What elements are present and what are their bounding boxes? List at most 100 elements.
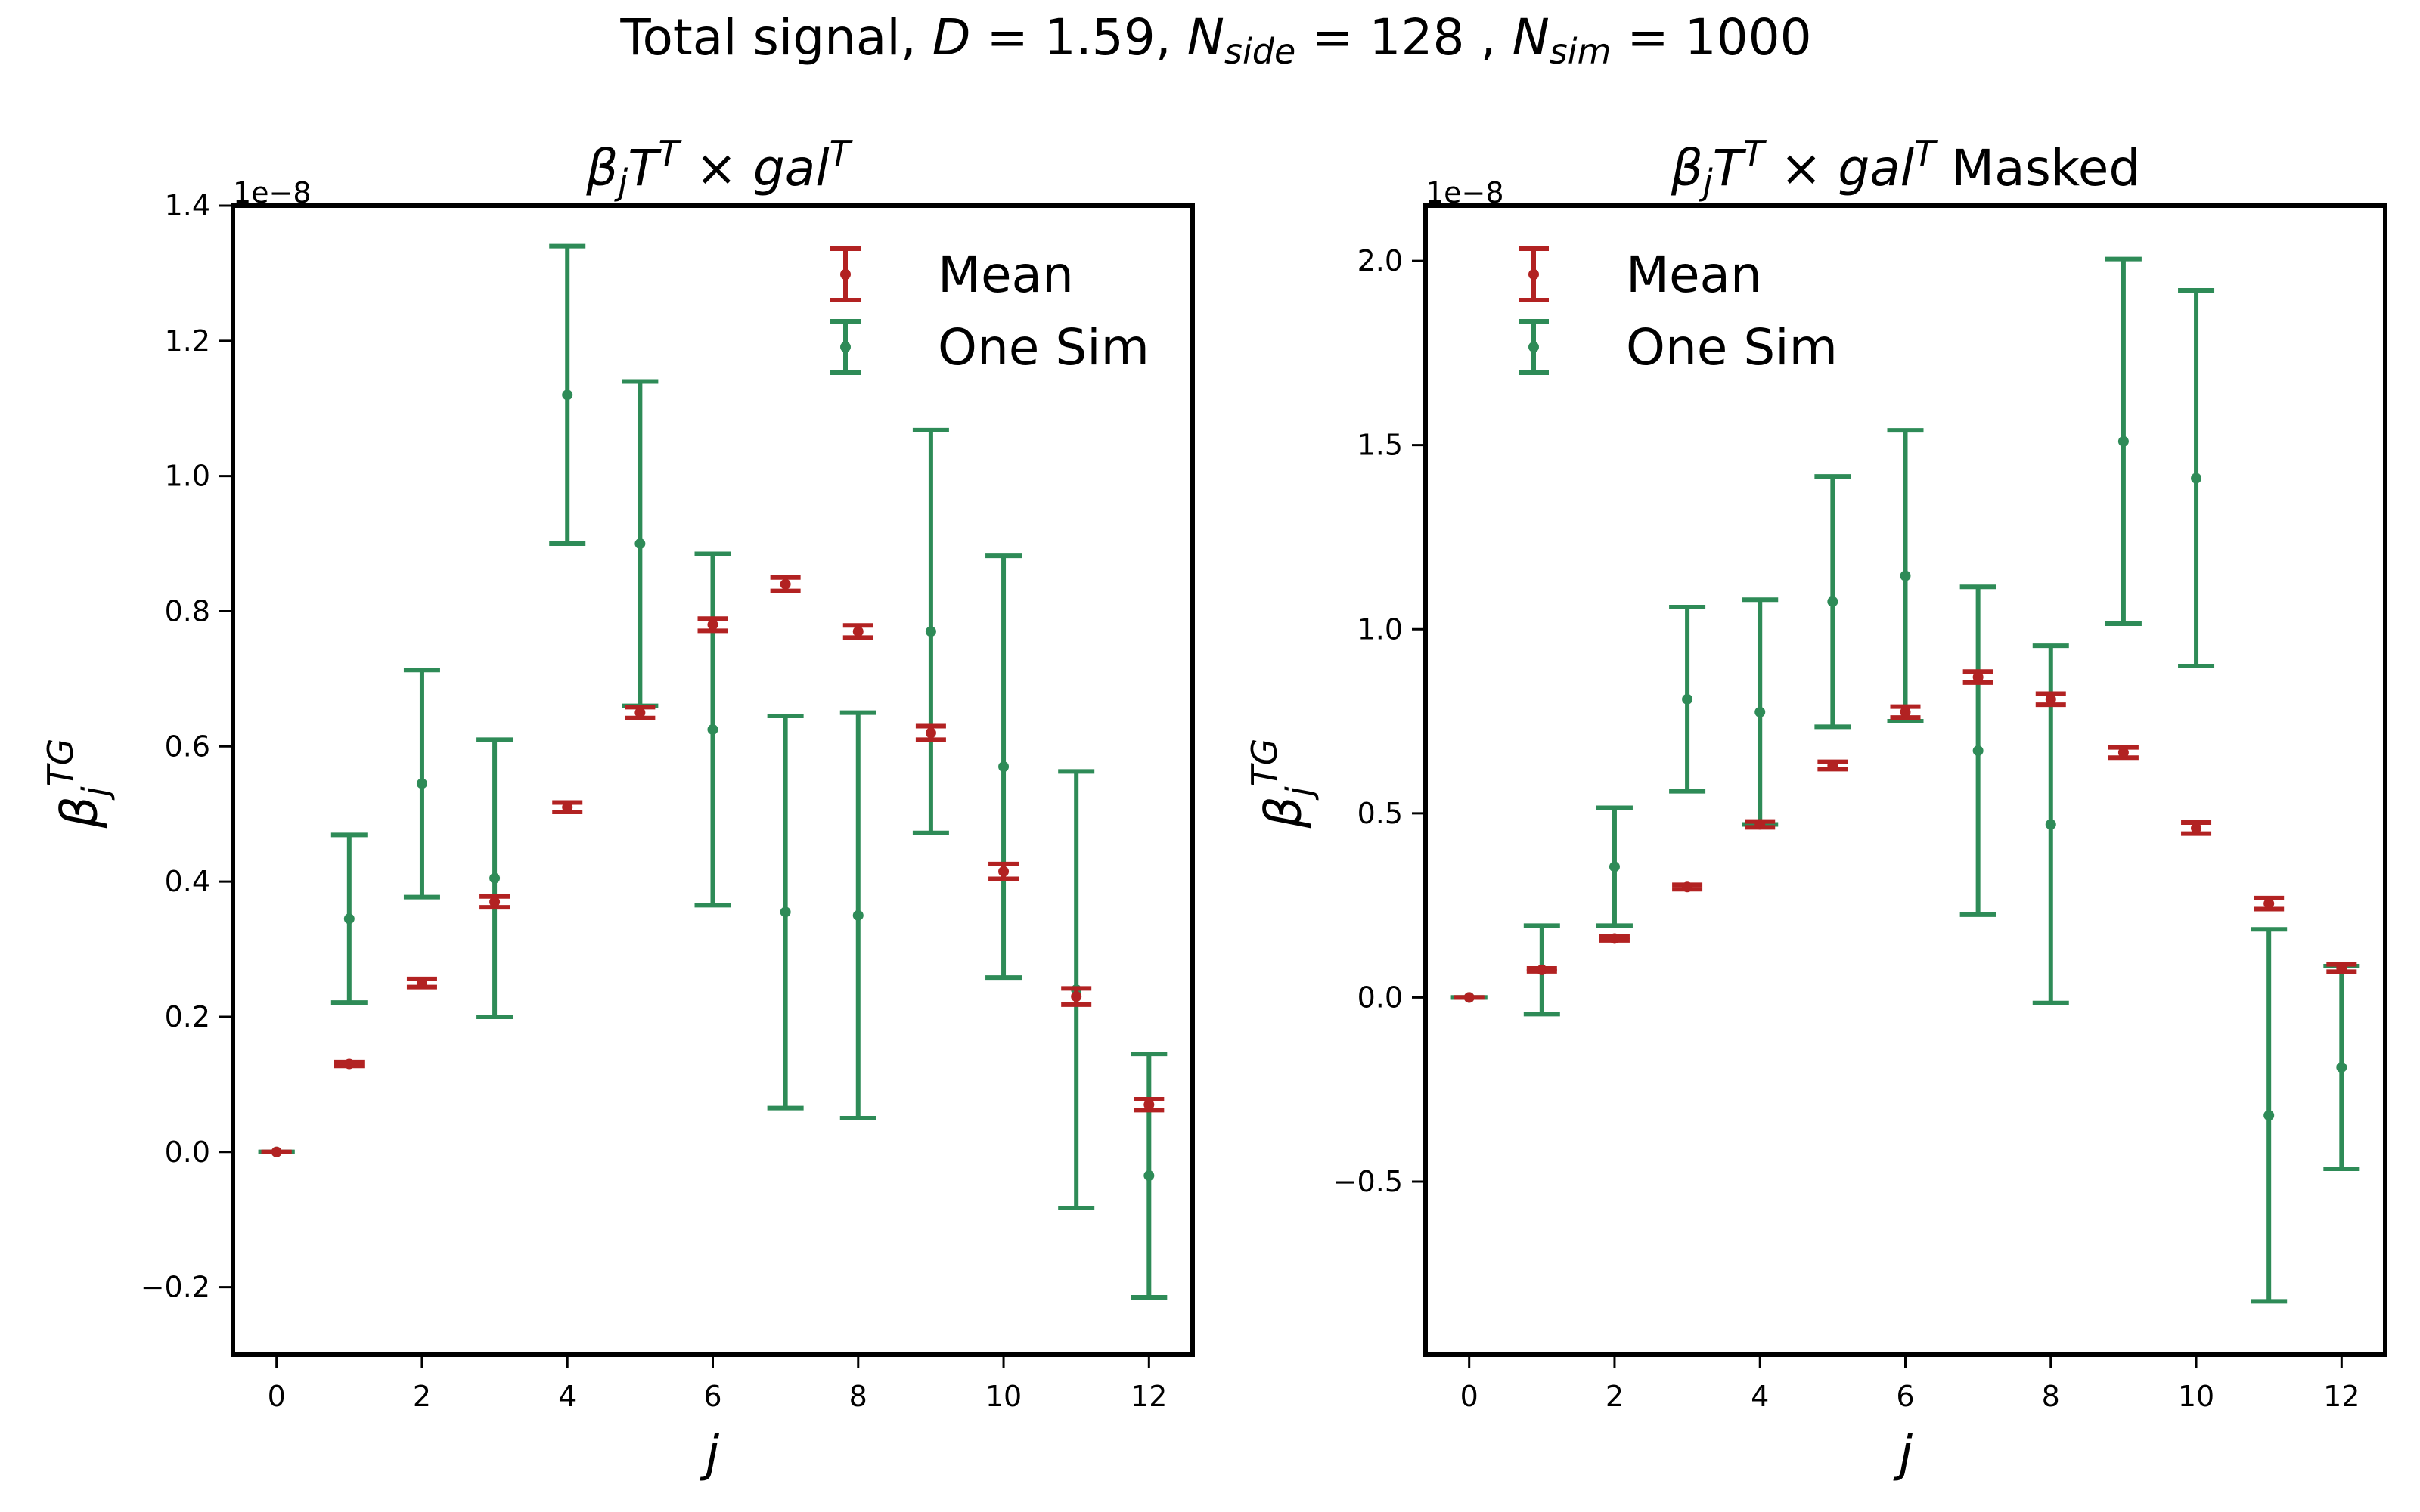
suptitle-nside: N (1187, 8, 1224, 67)
y-tick-label: 0.4 (165, 865, 210, 898)
mean-errorbar (1599, 933, 1630, 944)
mean-point (1972, 671, 1984, 683)
one-sim-point (998, 761, 1010, 773)
mean-point (271, 1146, 282, 1157)
one-sim-point (1609, 861, 1620, 872)
one-sim-errorbar (403, 668, 440, 900)
y-tick-label: 1.4 (165, 189, 210, 222)
one-sim-point (416, 778, 427, 789)
one-sim-errorbar (2178, 288, 2215, 668)
suptitle-nsim-value: = 1000 (1611, 8, 1811, 67)
y-axis-label-left: βjTG (40, 739, 116, 829)
mean-errorbar (2181, 820, 2212, 836)
mean-point (343, 1058, 355, 1070)
one-sim-point (1972, 745, 1984, 757)
x-tick-label: 10 (985, 1380, 1022, 1413)
one-sim-point (2336, 1062, 2347, 1073)
suptitle-d-value: = 1.59, (971, 8, 1187, 67)
mean-errorbar (1672, 881, 1703, 893)
panel-title-right: βjTT × galT Masked (1671, 133, 2141, 203)
y-tick-label: 1.2 (165, 324, 210, 358)
one-sim-errorbar (767, 714, 804, 1111)
one-sim-point (1682, 693, 1693, 705)
tick-layer-left: 0 2 4 6 8 10 12 −0.2 0.0 0.2 0.4 0.6 0.8 1.0 1.2 1.4 (141, 189, 1168, 1413)
mean-point (562, 801, 573, 813)
legend-right: Mean One Sim (1519, 246, 1838, 376)
mean-point (998, 866, 1010, 877)
y-tick-label: 0.8 (165, 594, 210, 627)
one-sim-errorbar (985, 553, 1022, 981)
one-sim-errorbar (694, 551, 731, 908)
panel-title-left: βjTT × galT (585, 133, 853, 203)
one-sim-errorbar (2251, 927, 2288, 1304)
mean-point (634, 707, 646, 718)
x-axis-label-left: j (700, 1424, 720, 1483)
one-sim-errorbar (912, 427, 949, 835)
ylabel-sup: TG (1244, 739, 1285, 787)
one-sim-point (2045, 819, 2056, 830)
x-tick-label: 2 (1606, 1380, 1624, 1413)
one-sim-errorbar (1887, 428, 1924, 724)
legend-item-mean: Mean (1519, 246, 1762, 304)
mean-point (416, 978, 427, 989)
y-tick-label: −0.2 (141, 1271, 210, 1304)
mean-errorbar (2108, 745, 2139, 761)
title-gal-sup: T (1914, 133, 1938, 174)
one-sim-point (2118, 435, 2129, 447)
title-t: T (1713, 139, 1747, 197)
mean-point (1536, 964, 1547, 975)
mean-errorbar (1454, 992, 1485, 1003)
one-sim-point (2191, 472, 2202, 484)
mean-point (925, 727, 936, 739)
mean-point (1463, 992, 1475, 1003)
plot-frame-left (231, 203, 1195, 1357)
mean-errorbar (1061, 986, 1092, 1007)
y-tick-label: 1.0 (165, 460, 210, 493)
title-t: T (628, 139, 662, 197)
mean-errorbar (1526, 964, 1557, 975)
one-sim-point (634, 538, 646, 550)
mean-point (2045, 693, 2056, 705)
one-sim-point (562, 389, 573, 401)
one-sim-point (343, 913, 355, 925)
mean-point (1143, 1099, 1155, 1111)
one-sim-point (489, 872, 501, 884)
legend-label: One Sim (1626, 318, 1838, 376)
x-tick-label: 0 (268, 1380, 286, 1413)
one-sim-errorbar (2323, 964, 2360, 1171)
suptitle-nside-sub: side (1224, 31, 1295, 72)
x-tick-label: 10 (2178, 1380, 2214, 1413)
mean-errorbar (770, 575, 801, 593)
mean-errorbar (1745, 819, 1776, 830)
suptitle-prefix: Total signal, (619, 8, 932, 67)
mean-errorbar (2254, 895, 2285, 912)
one-sim-errorbar (549, 243, 586, 547)
one-sim-errorbar (2105, 256, 2142, 626)
title-times: × (680, 139, 753, 197)
one-sim-errorbar (476, 737, 513, 1019)
mean-point (1609, 933, 1620, 944)
one-sim-point (852, 909, 864, 921)
x-tick-label: 4 (558, 1380, 576, 1413)
suptitle-d: D (932, 8, 971, 67)
x-tick-label: 0 (1460, 1380, 1478, 1413)
one-sim-point (1827, 596, 1838, 607)
legend-item-mean: Mean (830, 246, 1074, 304)
mean-errorbar (988, 861, 1019, 881)
mean-errorbar (406, 976, 437, 990)
legend-label: Mean (938, 246, 1074, 304)
one-sim-errorbar (1742, 597, 1779, 827)
legend-label: One Sim (938, 318, 1150, 376)
mean-errorbar (625, 705, 656, 720)
mean-errorbar (479, 894, 510, 910)
mean-point (489, 896, 501, 907)
one-sim-point (780, 906, 791, 918)
ylabel-sup: TG (40, 739, 81, 787)
tick-layer-right: 0 2 4 6 8 10 12 −0.5 0.0 0.5 1.0 1.5 2.0 (1333, 244, 2360, 1413)
one-sim-point (1143, 1170, 1155, 1182)
mean-point (1900, 706, 1911, 717)
mean-errorbar (1890, 704, 1921, 720)
mean-point (1071, 991, 1082, 1002)
x-tick-label: 8 (849, 1380, 867, 1413)
title-gal-sup: T (830, 133, 854, 174)
